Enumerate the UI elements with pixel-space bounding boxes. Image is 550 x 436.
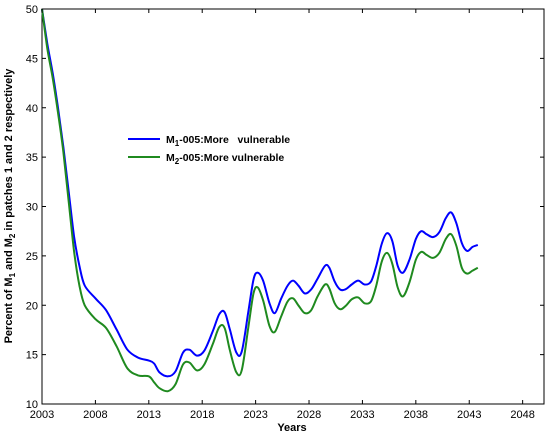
- y-axis-title-part: Percent of M: [3, 277, 15, 343]
- x-tick-label: 2018: [190, 409, 214, 421]
- x-tick-label: 2028: [297, 409, 321, 421]
- y-axis-title-part: in patches 1 and 2 respectively: [3, 68, 15, 234]
- legend-label-part: M: [166, 152, 175, 164]
- y-tick-label: 20: [26, 300, 38, 312]
- plot-border: [41, 8, 545, 405]
- series-layer: [41, 8, 479, 393]
- y-tick-label: 15: [26, 350, 38, 362]
- ticks-layer: 2003 2008 2013 2018 2023 2028 2033 2038 2043 2048…: [26, 4, 544, 421]
- y-tick-label: 35: [26, 152, 38, 164]
- y-axis-title-sub1: 1: [8, 272, 17, 277]
- legend-label-m1: M1-005:More vulnerable: [166, 134, 290, 148]
- series-line-m1: [41, 8, 479, 378]
- legend-label-m2: M2-005:More vulnerable: [166, 152, 284, 166]
- y-tick-label: 50: [26, 4, 38, 16]
- x-tick-label: 2003: [30, 409, 54, 421]
- y-axis-title: Percent of M1 and M2 in patches 1 and 2 …: [3, 68, 17, 344]
- legend-label-part: M: [166, 134, 175, 146]
- legend-label-sub: 1: [175, 139, 180, 148]
- y-tick-label: 30: [26, 202, 38, 214]
- series-line-m2: [41, 8, 479, 393]
- y-tick-label: 45: [26, 53, 38, 65]
- y-tick-label: 10: [26, 399, 38, 411]
- x-tick-label: 2043: [457, 409, 481, 421]
- legend-label-part: -005:More vulnerable: [179, 152, 284, 164]
- x-axis-title: Years: [277, 422, 306, 434]
- y-tick-label: 40: [26, 103, 38, 115]
- x-tick-label: 2033: [350, 409, 374, 421]
- x-tick-label: 2023: [243, 409, 267, 421]
- y-axis-title-sub2: 2: [8, 233, 17, 238]
- x-tick-label: 2048: [510, 409, 534, 421]
- y-axis-title-part: and M: [3, 238, 15, 273]
- legend-label-part: -005:More vulnerable: [179, 134, 290, 146]
- y-tick-label: 25: [26, 251, 38, 263]
- plot-frame: [41, 8, 545, 405]
- x-tick-label: 2038: [404, 409, 428, 421]
- x-tick-label: 2013: [137, 409, 161, 421]
- legend-label-sub: 2: [175, 157, 180, 166]
- x-tick-label: 2008: [83, 409, 107, 421]
- legend: M1-005:More vulnerable M2-005:More vulne…: [128, 134, 290, 166]
